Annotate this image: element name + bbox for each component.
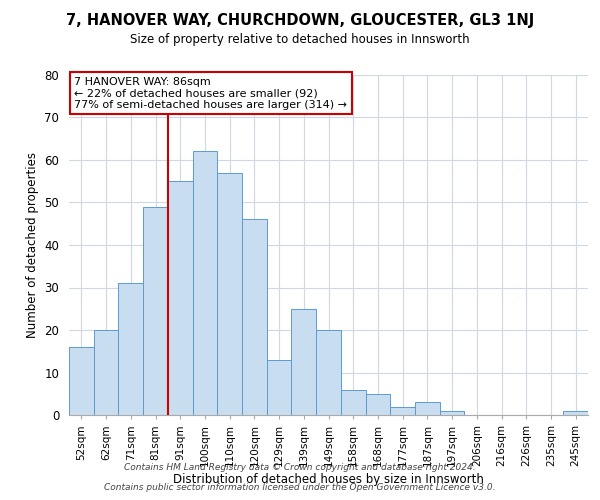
- Text: 7, HANOVER WAY, CHURCHDOWN, GLOUCESTER, GL3 1NJ: 7, HANOVER WAY, CHURCHDOWN, GLOUCESTER, …: [66, 12, 534, 28]
- Bar: [440, 411, 464, 415]
- Bar: [118, 283, 143, 415]
- Bar: [563, 411, 588, 415]
- Bar: [242, 220, 267, 415]
- Bar: [390, 406, 415, 415]
- Bar: [365, 394, 390, 415]
- Text: Size of property relative to detached houses in Innsworth: Size of property relative to detached ho…: [130, 32, 470, 46]
- Bar: [143, 206, 168, 415]
- X-axis label: Distribution of detached houses by size in Innsworth: Distribution of detached houses by size …: [173, 473, 484, 486]
- Bar: [316, 330, 341, 415]
- Bar: [94, 330, 118, 415]
- Text: Contains HM Land Registry data © Crown copyright and database right 2024.: Contains HM Land Registry data © Crown c…: [124, 464, 476, 472]
- Bar: [341, 390, 365, 415]
- Text: 7 HANOVER WAY: 86sqm
← 22% of detached houses are smaller (92)
77% of semi-detac: 7 HANOVER WAY: 86sqm ← 22% of detached h…: [74, 76, 347, 110]
- Bar: [168, 181, 193, 415]
- Bar: [193, 152, 217, 415]
- Y-axis label: Number of detached properties: Number of detached properties: [26, 152, 39, 338]
- Bar: [217, 172, 242, 415]
- Bar: [292, 308, 316, 415]
- Text: Contains public sector information licensed under the Open Government Licence v3: Contains public sector information licen…: [104, 484, 496, 492]
- Bar: [69, 347, 94, 415]
- Bar: [415, 402, 440, 415]
- Bar: [267, 360, 292, 415]
